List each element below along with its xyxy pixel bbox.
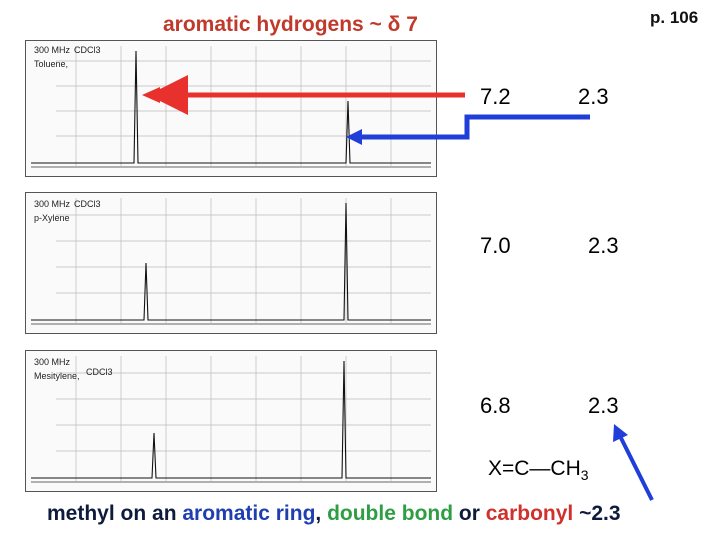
p-xylene-methyl-shift: 2.3 — [588, 233, 619, 258]
slide-title: aromatic hydrogens ~ δ 7 — [163, 13, 418, 36]
footer-part3: , — [315, 502, 328, 525]
toluene-aromatic-shift: 7.2 — [480, 84, 511, 109]
formula-text: X=C—CH — [488, 457, 581, 480]
blue-up-arrow — [619, 437, 654, 501]
p-xylene-compound: p-Xylene — [34, 213, 70, 223]
blue-arrow-head — [346, 129, 362, 145]
toluene-methyl-shift: 2.3 — [578, 84, 609, 109]
red-arrow-head — [142, 87, 160, 103]
toluene-instrument: 300 MHz — [34, 45, 71, 55]
footer-statement: methyl on an aromatic ring, double bond … — [47, 502, 621, 526]
page-number: p. 106 — [650, 8, 699, 27]
mesitylene-solvent: CDCl3 — [86, 367, 113, 377]
footer-carbonyl: carbonyl — [485, 502, 574, 525]
toluene-solvent: CDCl3 — [74, 45, 101, 55]
formula-subscript: 3 — [580, 467, 589, 484]
p-xylene-instrument: 300 MHz — [34, 199, 71, 209]
nmr-spectrum-p-xylene: 300 MHz CDCl3 p-Xylene — [25, 192, 437, 334]
footer-part7: ~2.3 — [573, 502, 621, 525]
toluene-spectrum-plot: 300 MHz CDCl3 Toluene, — [31, 45, 431, 168]
nmr-spectrum-mesitylene: 300 MHz CDCl3 Mesitylene, — [25, 350, 437, 492]
mesitylene-methyl-shift: 2.3 — [588, 393, 619, 418]
blue-up-arrow-head — [613, 424, 628, 442]
footer-double-bond: double bond — [327, 502, 454, 525]
mesitylene-spectrum-plot: 300 MHz CDCl3 Mesitylene, — [31, 356, 431, 483]
p-xylene-solvent: CDCl3 — [74, 199, 101, 209]
toluene-compound: Toluene, — [34, 59, 68, 69]
blue-arrow — [360, 114, 590, 140]
mesitylene-aromatic-shift: 6.8 — [480, 393, 511, 418]
p-xylene-aromatic-shift: 7.0 — [480, 233, 511, 258]
footer-aromatic-ring: aromatic ring — [182, 502, 316, 525]
nmr-spectrum-toluene: 300 MHz CDCl3 Toluene, — [25, 40, 437, 177]
methyl-formula: X=C—CH3 — [488, 457, 589, 483]
footer-part1: methyl on an — [47, 502, 183, 525]
p-xylene-spectrum-plot: 300 MHz CDCl3 p-Xylene — [31, 198, 431, 325]
footer-part5: or — [453, 502, 486, 525]
mesitylene-compound: Mesitylene, — [34, 371, 80, 381]
mesitylene-instrument: 300 MHz — [34, 357, 71, 367]
